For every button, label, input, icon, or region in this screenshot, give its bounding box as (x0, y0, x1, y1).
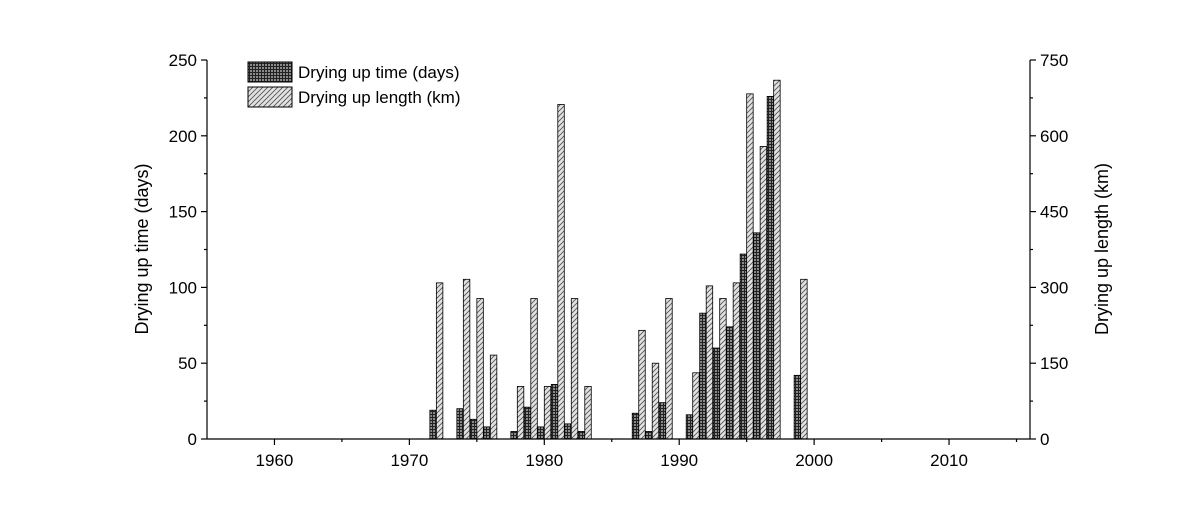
bar-time-1987 (631, 412, 640, 440)
bar-time-1974 (456, 408, 464, 440)
bar-length-1978 (516, 386, 525, 440)
bar-time-1976 (483, 426, 491, 440)
legend-label-length: Drying up length (km) (298, 88, 461, 107)
bar-length-1974 (462, 278, 471, 440)
x-tick-label-2010: 2010 (930, 451, 968, 470)
right-y-ticks: 0 150 300 450 600 750 (1030, 51, 1068, 449)
bar-time-1991 (685, 414, 694, 440)
bars-layer (429, 79, 808, 440)
bar-time-1988 (645, 431, 653, 440)
bar-time-1995 (739, 253, 748, 440)
legend-swatch-time (247, 61, 293, 83)
right-y-axis-title: Drying up length (km) (1092, 163, 1112, 335)
left-y-tick-label-50: 50 (178, 354, 197, 373)
x-tick-label-2000: 2000 (795, 451, 833, 470)
bar-time-1979 (523, 406, 532, 440)
bar-length-1980 (543, 386, 552, 440)
bar-time-1982 (564, 423, 572, 440)
bar-time-1994 (726, 326, 734, 440)
bar-time-1997 (766, 95, 775, 440)
legend-label-time: Drying up time (days) (298, 63, 460, 82)
x-tick-label-1970: 1970 (390, 451, 428, 470)
x-tick-label-1990: 1990 (660, 451, 698, 470)
bar-length-1987 (638, 329, 646, 440)
bar-length-1972 (435, 282, 444, 440)
bar-length-1983 (584, 386, 592, 440)
bar-length-1989 (665, 298, 673, 440)
x-ticks: 1960 1970 1980 1990 2000 2010 (256, 439, 1018, 470)
bar-length-1993 (719, 298, 727, 440)
bar-length-1996 (759, 146, 768, 440)
bar-time-1975 (469, 418, 478, 440)
bar-time-1992 (699, 312, 707, 440)
bar-time-1999 (793, 374, 802, 440)
bar-time-1980 (537, 426, 545, 440)
bar-time-1983 (577, 431, 586, 440)
left-y-ticks: 0 50 100 150 200 250 (169, 51, 207, 449)
bar-length-1994 (732, 282, 741, 440)
legend-swatch-length (247, 86, 293, 108)
right-y-tick-label-600: 600 (1040, 127, 1068, 146)
left-y-tick-label-200: 200 (169, 127, 197, 146)
bar-length-1975 (476, 298, 484, 440)
bar-length-1991 (692, 372, 700, 440)
bar-length-1995 (746, 93, 754, 440)
bar-time-1972 (429, 409, 437, 440)
bar-time-1996 (753, 232, 761, 440)
right-y-tick-label-150: 150 (1040, 354, 1068, 373)
bar-time-1978 (510, 431, 518, 440)
bar-length-1976 (489, 354, 498, 440)
right-y-tick-label-750: 750 (1040, 51, 1068, 70)
bar-length-1982 (570, 298, 579, 440)
left-y-tick-label-150: 150 (169, 203, 197, 222)
bar-length-1997 (773, 79, 781, 440)
bar-length-1981 (557, 104, 565, 440)
right-y-tick-label-450: 450 (1040, 203, 1068, 222)
left-y-tick-label-250: 250 (169, 51, 197, 70)
bar-time-1981 (550, 384, 559, 440)
x-tick-label-1980: 1980 (525, 451, 563, 470)
bar-time-1989 (658, 402, 667, 440)
bar-length-1988 (651, 362, 660, 440)
bar-length-1999 (800, 278, 808, 440)
legend: Drying up time (days) Drying up length (… (247, 61, 461, 108)
left-y-axis-title: Drying up time (days) (132, 163, 152, 334)
right-y-tick-label-300: 300 (1040, 278, 1068, 297)
bar-length-1992 (705, 285, 714, 440)
bar-length-1979 (530, 298, 538, 440)
x-tick-label-1960: 1960 (256, 451, 294, 470)
left-y-tick-label-100: 100 (169, 278, 197, 297)
right-y-tick-label-0: 0 (1040, 430, 1049, 449)
bar-time-1993 (712, 347, 721, 440)
left-y-tick-label-0: 0 (188, 430, 197, 449)
